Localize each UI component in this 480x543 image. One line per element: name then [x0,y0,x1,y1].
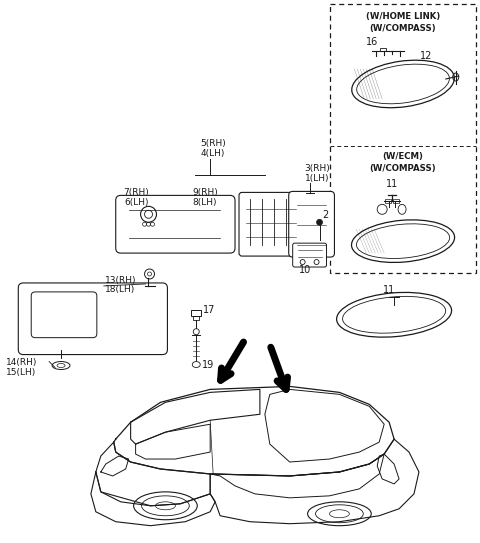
Bar [193,316,199,320]
Text: 14(RH): 14(RH) [6,357,38,367]
Text: (W/ECM): (W/ECM) [383,151,423,161]
Text: 4(LH): 4(LH) [200,149,225,157]
Bar [192,310,201,316]
Text: 6(LH): 6(LH) [124,198,148,207]
Text: 11: 11 [386,180,398,190]
Ellipse shape [308,502,371,526]
Ellipse shape [133,492,197,520]
Text: 12: 12 [420,51,432,61]
Ellipse shape [316,219,323,225]
Text: 7(RH): 7(RH) [123,188,148,198]
FancyBboxPatch shape [288,192,335,257]
Text: (W/COMPASS): (W/COMPASS) [370,163,436,173]
Text: 1(LH): 1(LH) [305,174,329,182]
FancyBboxPatch shape [293,243,326,267]
Text: 10: 10 [299,265,311,275]
Text: 8(LH): 8(LH) [192,198,217,207]
Text: (W/COMPASS): (W/COMPASS) [370,24,436,33]
Text: 2: 2 [323,210,329,220]
Text: 3(RH): 3(RH) [305,163,330,173]
Text: 15(LH): 15(LH) [6,368,36,376]
Bar [385,199,391,203]
Text: 13(RH): 13(RH) [105,276,136,285]
Bar [380,48,386,51]
Text: 17: 17 [203,305,216,315]
FancyBboxPatch shape [239,192,302,256]
Text: 16: 16 [366,37,378,47]
Bar [393,199,399,203]
Text: 19: 19 [202,359,215,370]
Bar [330,4,476,273]
Text: 18(LH): 18(LH) [105,285,135,294]
Ellipse shape [141,206,156,222]
FancyBboxPatch shape [116,195,235,253]
FancyBboxPatch shape [18,283,168,355]
Text: (W/HOME LINK): (W/HOME LINK) [366,12,440,21]
Text: 11: 11 [383,285,395,295]
Text: 9(RH): 9(RH) [192,188,218,198]
Text: 5(RH): 5(RH) [200,138,226,148]
